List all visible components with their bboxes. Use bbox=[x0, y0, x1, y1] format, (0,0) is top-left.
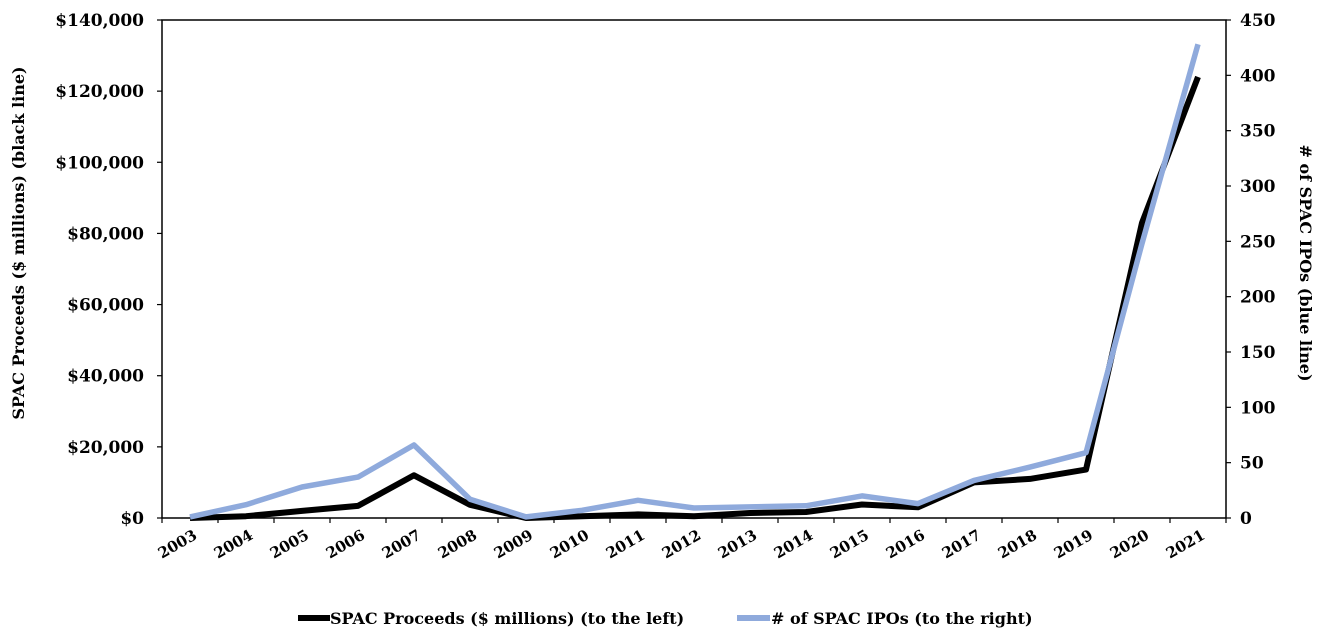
left-tick-label: $100,000 bbox=[55, 153, 144, 173]
plot-border bbox=[161, 19, 1227, 519]
right-axis-title: # of SPAC IPOs (blue line) bbox=[1296, 144, 1315, 381]
x-tick-label: 2004 bbox=[211, 526, 256, 562]
series-lines bbox=[189, 43, 1201, 521]
right-tick-label: 150 bbox=[1240, 343, 1276, 363]
left-tick-label: $20,000 bbox=[67, 438, 144, 458]
right-tick-label: 450 bbox=[1240, 11, 1276, 31]
x-tick-label: 2010 bbox=[547, 526, 592, 562]
left-axis-ticks: $0 $20,000 $40,000 $60,000 $80,000 $100,000 $1… bbox=[55, 11, 162, 529]
x-tick-label: 2015 bbox=[827, 526, 872, 562]
right-axis-ticks: 0 50 100 150 200 250 300 350 400 450 bbox=[1226, 11, 1276, 529]
x-tick-label: 2018 bbox=[995, 526, 1040, 562]
right-tick-label: 400 bbox=[1240, 66, 1276, 86]
x-tick-label: 2009 bbox=[491, 526, 536, 562]
right-tick-label: 200 bbox=[1240, 288, 1276, 308]
x-tick-label: 2003 bbox=[155, 526, 200, 562]
right-tick-label: 0 bbox=[1240, 509, 1252, 529]
right-tick-label: 350 bbox=[1240, 122, 1276, 142]
series-line-proceeds bbox=[189, 75, 1201, 521]
left-tick-label: $40,000 bbox=[67, 367, 144, 387]
legend-label-proceeds: SPAC Proceeds ($ millions) (to the left) bbox=[330, 609, 684, 628]
x-tick-label: 2005 bbox=[267, 526, 312, 562]
x-tick-label: 2021 bbox=[1163, 526, 1208, 562]
right-tick-label: 50 bbox=[1240, 454, 1264, 474]
right-tick-label: 300 bbox=[1240, 177, 1276, 197]
left-tick-label: $140,000 bbox=[55, 11, 144, 31]
legend-label-ipos: # of SPAC IPOs (to the right) bbox=[771, 609, 1033, 628]
x-tick-label: 2016 bbox=[883, 526, 928, 562]
x-tick-label: 2013 bbox=[715, 526, 760, 562]
left-tick-label: $80,000 bbox=[67, 224, 144, 244]
x-tick-label: 2012 bbox=[659, 526, 704, 562]
x-tick-label: 2011 bbox=[603, 526, 648, 562]
x-tick-label: 2017 bbox=[939, 526, 984, 562]
x-tick-label: 2008 bbox=[435, 526, 480, 562]
series-line-ipos bbox=[189, 43, 1201, 520]
left-tick-label: $120,000 bbox=[55, 82, 144, 102]
x-tick-label: 2019 bbox=[1051, 526, 1096, 562]
legend: SPAC Proceeds ($ millions) (to the left)… bbox=[298, 609, 1033, 628]
left-axis-title: SPAC Proceeds ($ millions) (black line) bbox=[9, 66, 28, 419]
x-tick-label: 2014 bbox=[771, 526, 816, 562]
x-tick-label: 2020 bbox=[1107, 526, 1152, 562]
x-tick-label: 2007 bbox=[379, 526, 424, 562]
x-tick-label: 2006 bbox=[323, 526, 368, 562]
left-tick-label: $0 bbox=[120, 509, 144, 529]
plot-frame bbox=[161, 19, 1227, 519]
left-tick-label: $60,000 bbox=[67, 296, 144, 316]
x-axis-ticks: 2003 2004 2005 2006 2007 2008 2009 2010 2011 2012… bbox=[155, 518, 1227, 562]
right-tick-label: 250 bbox=[1240, 232, 1276, 252]
right-tick-label: 100 bbox=[1240, 398, 1276, 418]
